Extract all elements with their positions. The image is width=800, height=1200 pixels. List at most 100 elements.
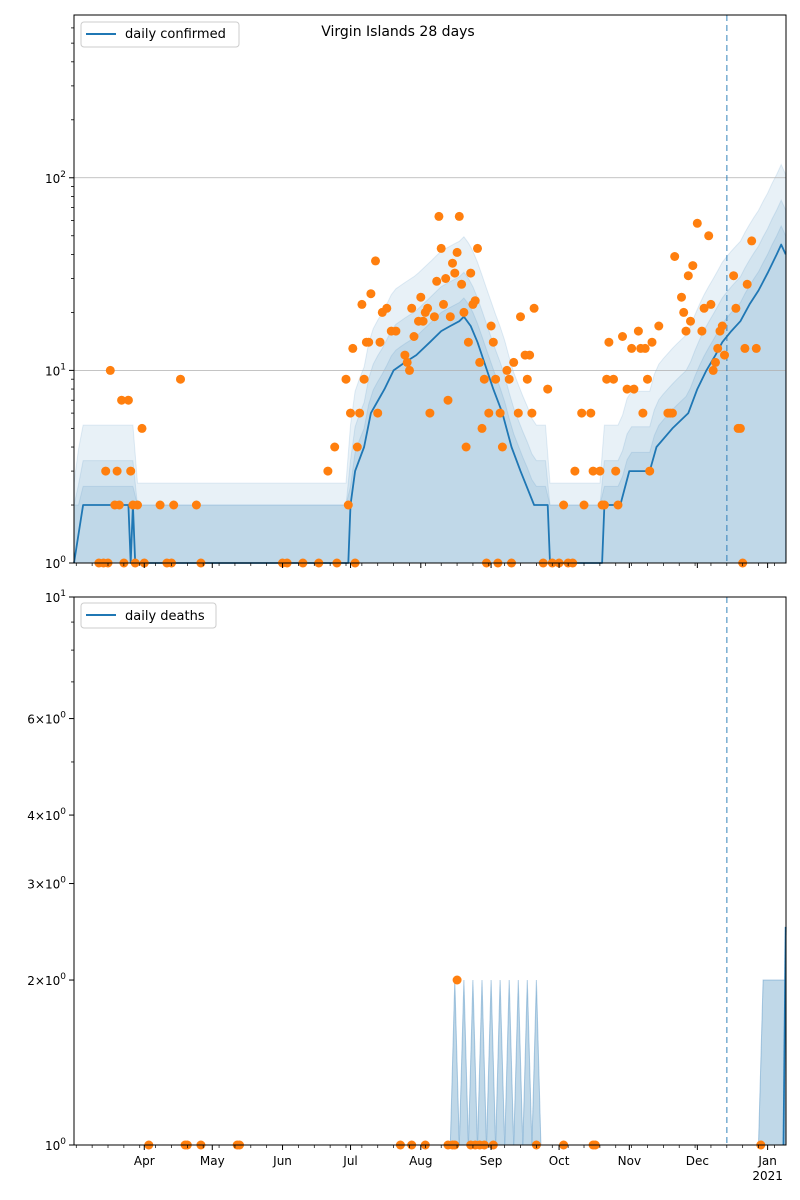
bot-ytick-label-1: 2×100 <box>27 972 66 988</box>
top-point-150 <box>708 365 718 375</box>
top-point-28 <box>323 466 333 476</box>
top-point-157 <box>731 303 741 313</box>
top-point-75 <box>461 442 471 452</box>
top-point-121 <box>611 466 621 476</box>
top-point-49 <box>391 326 401 336</box>
top-point-57 <box>418 316 428 326</box>
top-point-66 <box>441 274 451 283</box>
deaths-legend-box <box>80 602 217 629</box>
top-point-86 <box>486 321 496 331</box>
top-point-96 <box>513 408 523 418</box>
top-point-146 <box>697 326 707 336</box>
bot-xtick-label-2: Jun <box>272 1154 292 1168</box>
top-point-110 <box>570 466 580 476</box>
bot-xtick-label-0: Apr <box>134 1154 155 1168</box>
top-point-4 <box>105 365 115 375</box>
top-point-123 <box>618 332 627 341</box>
top-point-115 <box>595 466 605 476</box>
top-point-22 <box>191 500 201 510</box>
top-point-88 <box>491 374 501 384</box>
top-point-130 <box>640 343 650 353</box>
bot-xtick-label-1: May <box>200 1154 225 1168</box>
top-point-149 <box>706 299 716 309</box>
confirmed-legend-label: daily confirmed <box>125 27 226 42</box>
top-point-17 <box>155 500 165 510</box>
top-point-64 <box>436 243 446 253</box>
bot-xtick-label-5: Sep <box>480 1154 503 1168</box>
top-point-74 <box>459 307 469 317</box>
top-point-76 <box>463 337 473 347</box>
bot-ytick-label-4: 6×100 <box>27 711 66 727</box>
confirmed-x-axis-ticks <box>75 563 775 568</box>
top-point-14 <box>133 500 142 510</box>
top-point-45 <box>375 337 385 347</box>
top-point-72 <box>454 211 464 221</box>
top-point-164 <box>751 343 761 353</box>
top-point-137 <box>667 408 677 418</box>
confirmed-series-line <box>73 243 787 564</box>
top-point-152 <box>713 343 723 353</box>
top-point-29 <box>330 442 340 452</box>
top-point-56 <box>416 292 426 302</box>
top-point-83 <box>479 374 489 384</box>
top-point-21 <box>176 374 185 384</box>
top-point-124 <box>622 384 632 394</box>
bot-series-path <box>782 926 787 1146</box>
top-point-147 <box>699 303 709 313</box>
deaths-legend-label: daily deaths <box>125 609 205 624</box>
top-point-44 <box>373 408 383 418</box>
top-point-82 <box>477 423 487 433</box>
top-point-85 <box>484 408 494 418</box>
top-point-143 <box>686 316 695 326</box>
bot-xtick-label-3: Jul <box>342 1154 357 1168</box>
top-point-36 <box>352 442 362 452</box>
top-point-69 <box>448 258 457 268</box>
top-point-120 <box>609 374 618 384</box>
top-point-129 <box>638 408 648 418</box>
top-point-60 <box>425 408 435 418</box>
bot-xtick-label-8: Dec <box>686 1154 709 1168</box>
top-point-38 <box>357 299 367 309</box>
top-point-162 <box>742 279 752 289</box>
top-point-100 <box>525 350 535 360</box>
bot-ytick-label-2: 3×100 <box>27 876 66 892</box>
top-point-61 <box>429 312 439 322</box>
top-point-20 <box>169 500 179 510</box>
top-point-107 <box>559 500 569 510</box>
top-point-139 <box>677 292 686 302</box>
confirmed-plot-frame <box>73 14 787 564</box>
top-point-140 <box>679 307 689 317</box>
top-series-path <box>73 243 787 564</box>
deaths-plot-frame <box>73 596 787 1146</box>
top-point-65 <box>439 299 448 309</box>
top-point-114 <box>588 466 598 476</box>
top-point-102 <box>529 303 539 313</box>
top-point-8 <box>117 395 127 405</box>
top-point-42 <box>366 289 376 299</box>
top-point-71 <box>452 247 462 257</box>
top-point-126 <box>629 384 639 394</box>
confirmed-chart-title: Virgin Islands 28 days <box>321 24 474 40</box>
top-point-81 <box>475 357 485 367</box>
bot-xtick-label-6: Oct <box>549 1154 570 1168</box>
top-point-159 <box>735 423 745 433</box>
top-point-95 <box>509 357 519 367</box>
top-point-73 <box>457 279 467 289</box>
top-point-39 <box>359 374 369 384</box>
top-point-50 <box>400 350 410 360</box>
confirmed-gridlines <box>74 177 786 371</box>
bot-xtick-label-7: Nov <box>618 1154 641 1168</box>
bot-xtick-label-9-year: 2021 <box>752 1169 783 1183</box>
top-point-144 <box>688 261 698 271</box>
top-point-90 <box>495 408 505 418</box>
confirmed-legend: daily confirmed <box>80 21 240 48</box>
top-point-43 <box>371 256 380 266</box>
deaths-series-line <box>782 926 787 1146</box>
top-point-148 <box>704 231 714 241</box>
top-point-93 <box>504 374 514 384</box>
confirmed-legend-box <box>80 21 240 48</box>
top-point-113 <box>586 408 596 418</box>
